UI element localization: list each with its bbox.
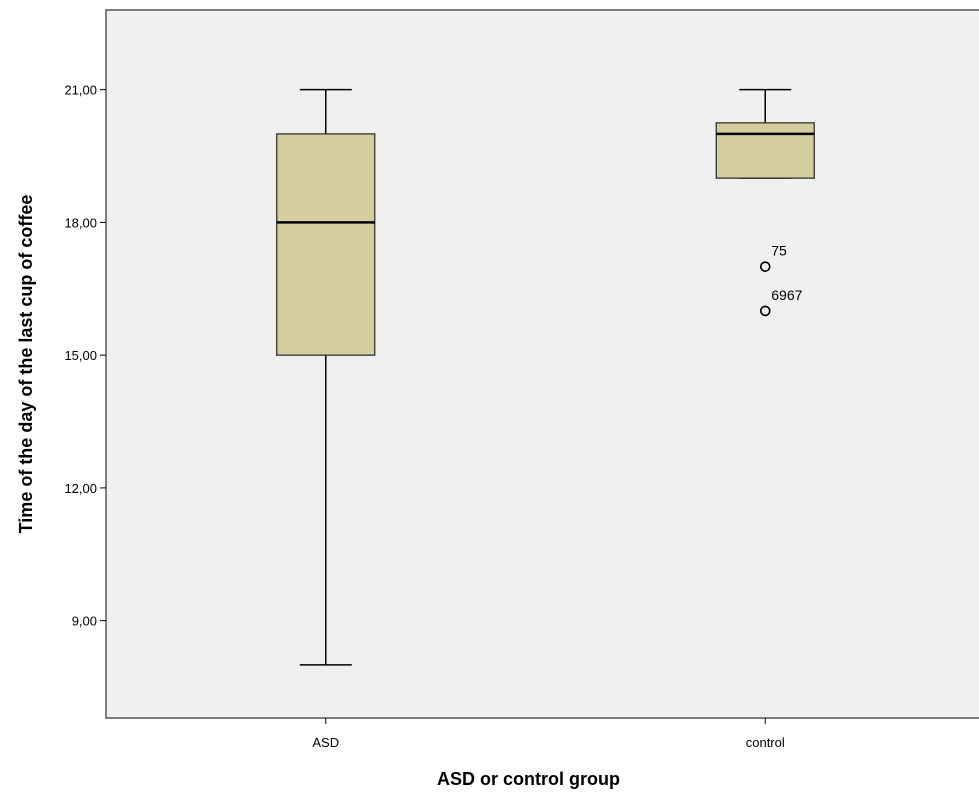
y-tick-label: 15,00 bbox=[64, 348, 97, 363]
y-axis: 9,00 12,00 15,00 18,00 21,00 bbox=[64, 83, 106, 629]
box-asd bbox=[276, 88, 376, 666]
y-axis-title: Time of the day of the last cup of coffe… bbox=[16, 195, 36, 534]
interquartile-box bbox=[715, 122, 815, 179]
y-tick-label: 9,00 bbox=[72, 614, 97, 629]
interquartile-box bbox=[276, 133, 376, 356]
y-tick-label: 21,00 bbox=[64, 83, 97, 98]
y-tick-label: 12,00 bbox=[64, 481, 97, 496]
outlier-point bbox=[759, 261, 771, 272]
y-tick-label: 18,00 bbox=[64, 215, 97, 230]
outlier-label: 6967 bbox=[771, 287, 802, 303]
x-tick-label: ASD bbox=[312, 735, 339, 750]
plot-area bbox=[105, 9, 979, 719]
box-control: 75 6967 bbox=[715, 88, 815, 317]
x-axis-title: ASD or control group bbox=[437, 769, 620, 789]
box-series: 75 6967 bbox=[276, 88, 815, 666]
x-axis: ASD control bbox=[312, 718, 785, 750]
outlier-label: 75 bbox=[771, 243, 787, 259]
outlier-point bbox=[759, 305, 771, 317]
x-tick-label: control bbox=[746, 735, 785, 750]
